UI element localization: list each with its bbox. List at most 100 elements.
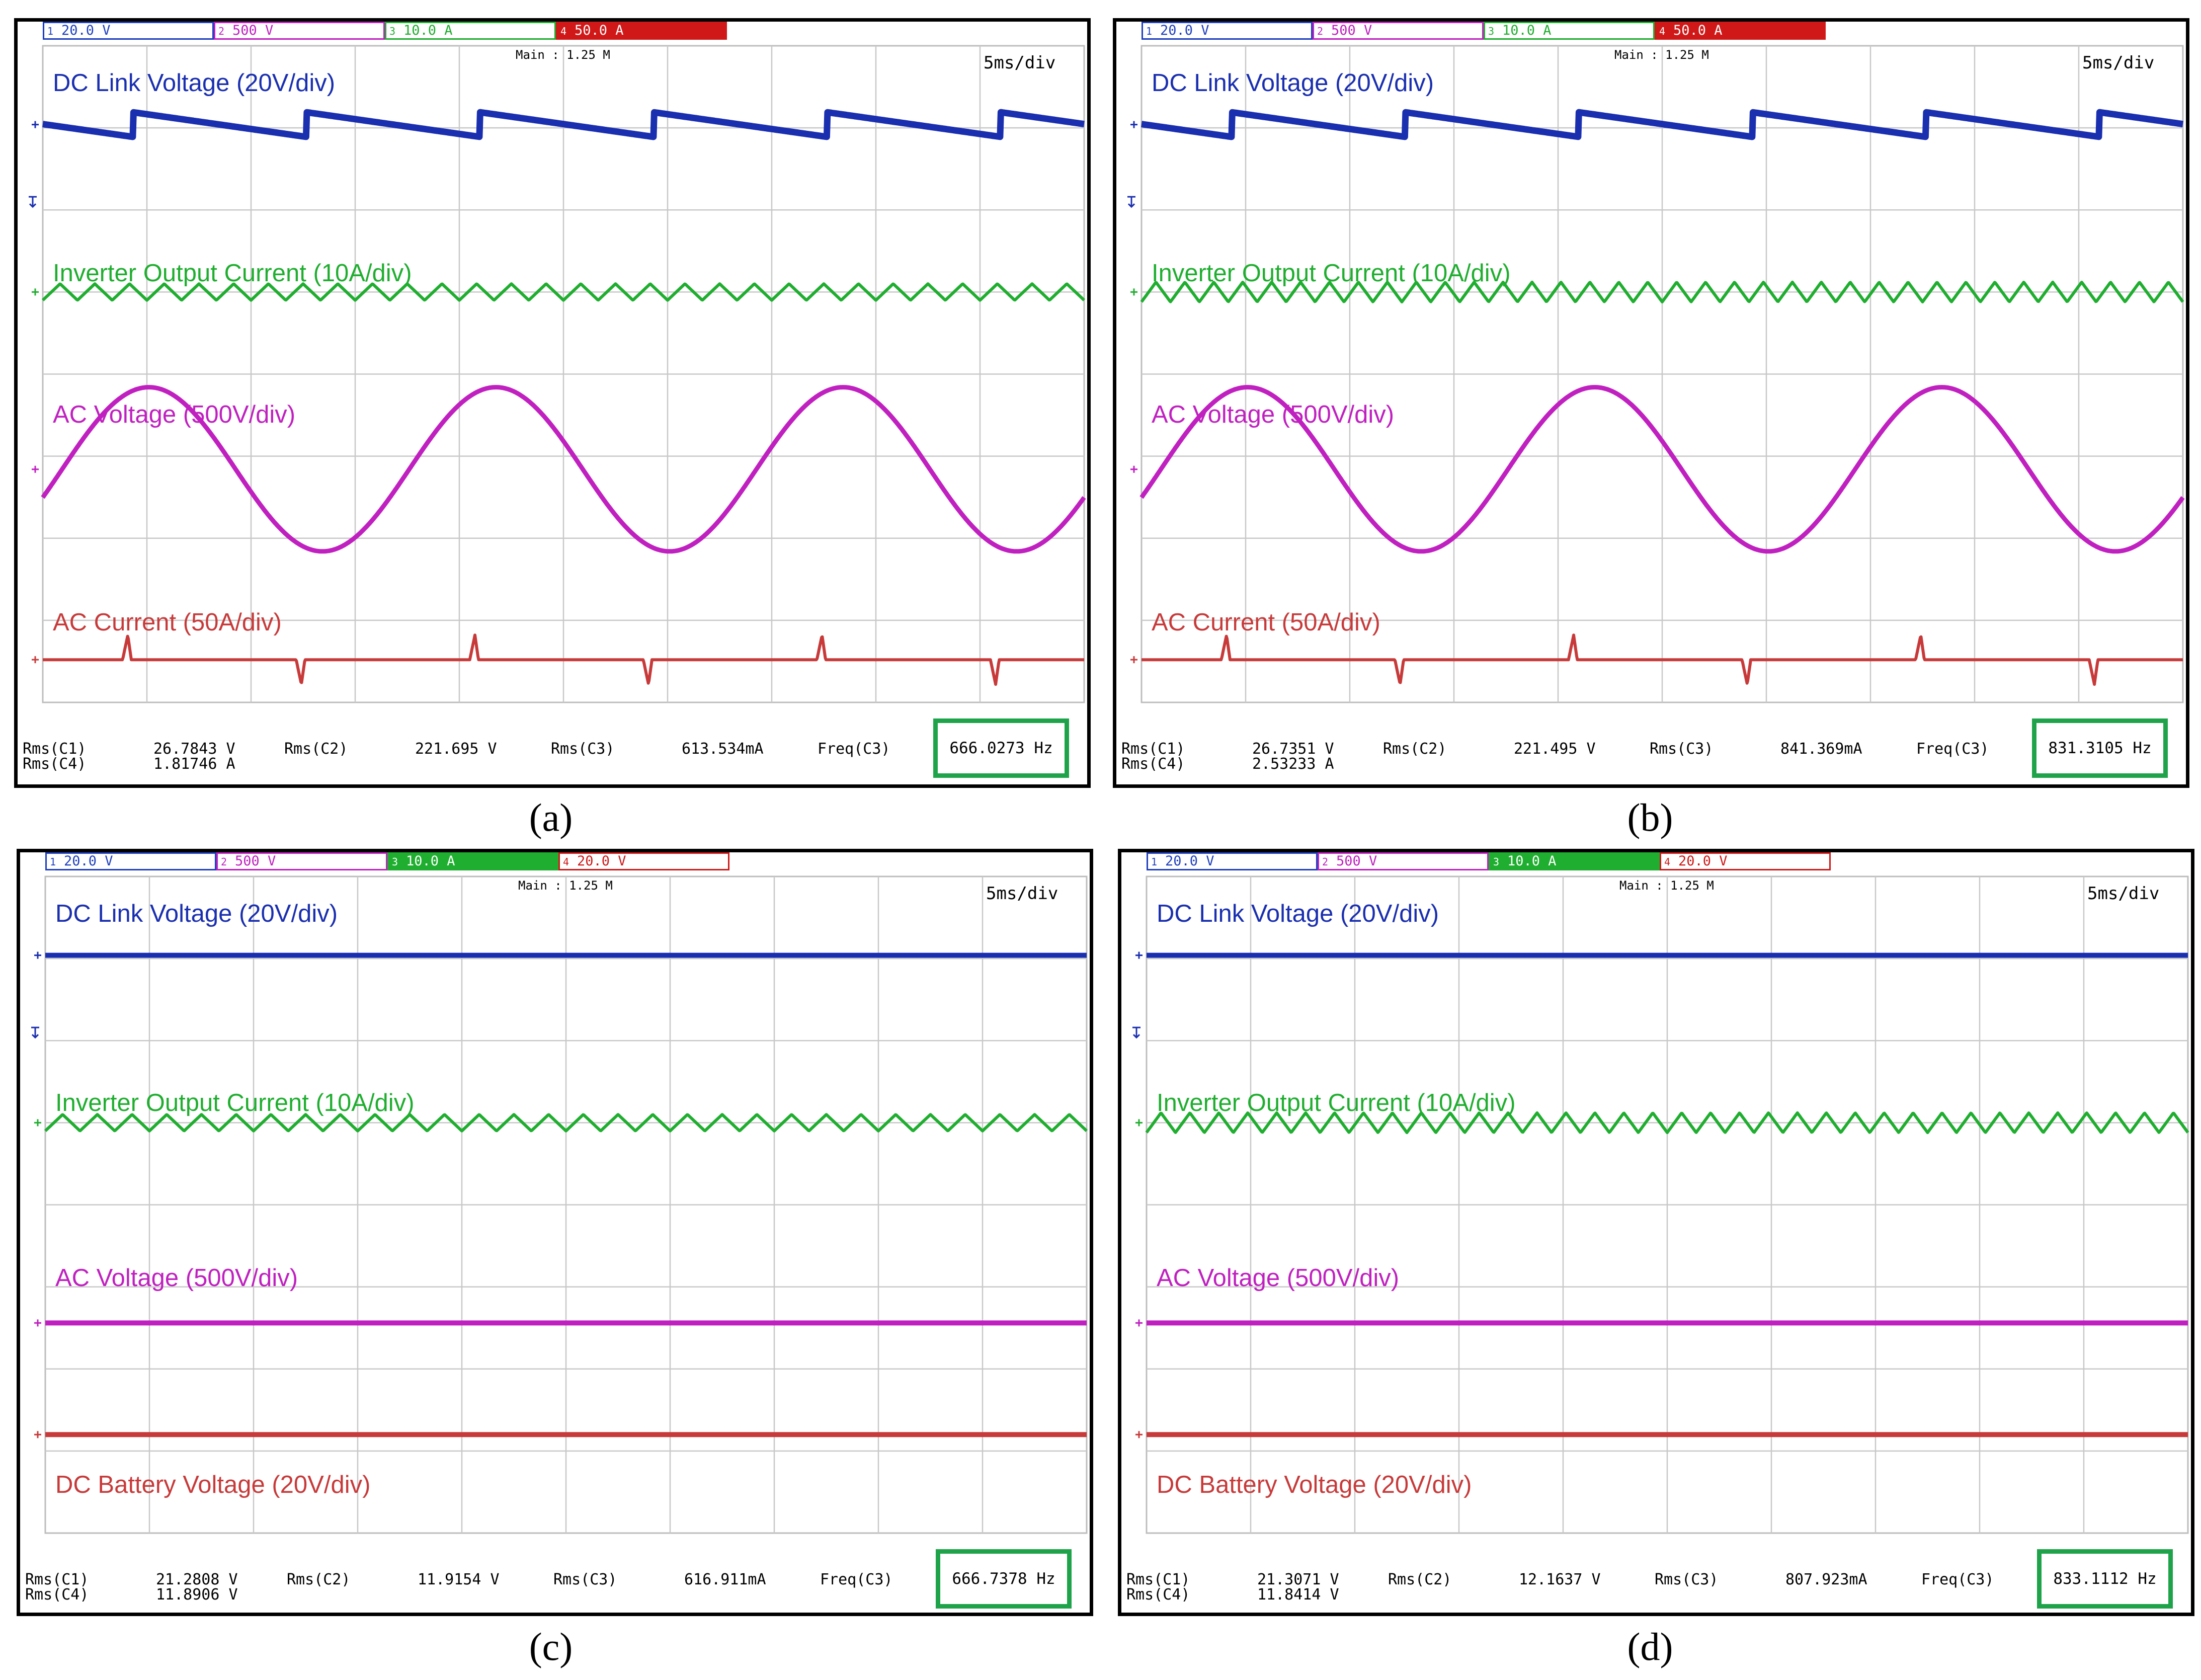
ground-marker-icon <box>32 121 39 128</box>
channel-3-badge: 3 10.0 A <box>387 852 558 870</box>
channel-number: 4 <box>560 25 567 37</box>
channel-number: 1 <box>1151 856 1158 868</box>
scope-panel-c: DC Link Voltage (20V/div) Inverter Output… <box>17 849 1093 1616</box>
trigger-marker-icon <box>31 1026 39 1039</box>
measurement-3: Rms(C2) <box>284 740 348 758</box>
ground-marker-icon <box>32 288 39 296</box>
channel-scale: 20.0 V <box>1165 853 1214 869</box>
channel-scale: 10.0 A <box>1507 853 1557 869</box>
timebase: 5ms/div <box>984 53 1056 73</box>
measurement-row2-1: Rms(C4) <box>25 1586 89 1604</box>
main-info: Main : 1.25 M <box>518 878 613 893</box>
trace-label-4: DC Battery Voltage (20V/div) <box>55 1471 371 1499</box>
channel-2-badge: 2 500 V <box>1313 22 1484 40</box>
grid <box>1140 45 2184 703</box>
ground-marker-icon <box>34 951 41 959</box>
measurement-6: 616.911mA <box>684 1571 766 1588</box>
ground-marker-icon <box>34 1431 41 1438</box>
trace-4 <box>42 633 1085 686</box>
measurement-5: Rms(C3) <box>551 740 615 758</box>
measurement-3: Rms(C2) <box>287 1571 351 1588</box>
trace-label-1: DC Link Voltage (20V/div) <box>55 900 338 927</box>
ground-marker-icon <box>1130 656 1137 664</box>
channel-scale: 50.0 A <box>1673 23 1723 38</box>
measurement-6: 613.534mA <box>682 740 764 758</box>
measurement-3: Rms(C2) <box>1388 1571 1452 1588</box>
measurement-1: Rms(C1) <box>1126 1571 1190 1588</box>
measurement-4: 221.695 V <box>415 740 497 758</box>
measurement-row2-1: Rms(C4) <box>1126 1586 1190 1604</box>
channel-4-badge: 4 20.0 V <box>558 852 729 870</box>
channel-number: 4 <box>1659 25 1666 37</box>
measurement-2: 26.7351 V <box>1252 740 1334 758</box>
channel-scale: 10.0 A <box>1502 23 1552 38</box>
trigger-marker-icon <box>1132 1026 1140 1039</box>
channel-scale: 500 V <box>1336 853 1377 869</box>
trace-2 <box>44 1113 1088 1133</box>
measurement-7: Freq(C3) <box>820 1571 893 1588</box>
measurement-2: 21.2808 V <box>156 1571 238 1588</box>
timebase: 5ms/div <box>986 884 1058 904</box>
channel-scale: 20.0 V <box>1160 23 1209 38</box>
measurement-7: Freq(C3) <box>818 740 890 758</box>
trace-label-2: Inverter Output Current (10A/div) <box>53 260 412 287</box>
channel-number: 1 <box>50 856 56 868</box>
measurement-6: 841.369mA <box>1780 740 1862 758</box>
panel-caption-d: (d) <box>1627 1625 1673 1668</box>
channel-4-badge: 4 50.0 A <box>1655 22 1826 40</box>
channel-scale: 50.0 A <box>575 23 624 38</box>
main-info: Main : 1.25 M <box>1614 48 1709 62</box>
channel-scale: 500 V <box>1331 23 1372 38</box>
measurement-6: 807.923mA <box>1785 1571 1867 1588</box>
trace-1 <box>1139 109 2185 140</box>
channel-number: 2 <box>218 25 225 37</box>
channel-scale: 10.0 A <box>403 23 453 38</box>
trace-label-4: AC Current (50A/div) <box>53 609 282 636</box>
trace-label-1: DC Link Voltage (20V/div) <box>1157 900 1439 927</box>
channel-scale: 20.0 V <box>61 23 111 38</box>
measurement-5: Rms(C3) <box>1655 1571 1719 1588</box>
measurement-2: 26.7843 V <box>153 740 235 758</box>
measurement-4: 11.9154 V <box>418 1571 500 1588</box>
measurement-row2-1: Rms(C4) <box>23 755 87 773</box>
trace-label-3: AC Voltage (500V/div) <box>55 1264 298 1292</box>
channel-number: 3 <box>389 25 396 37</box>
channel-scale: 20.0 V <box>64 853 113 869</box>
channel-2-badge: 2 500 V <box>214 22 385 40</box>
frequency-highlight: 666.0273 Hz <box>933 718 1069 778</box>
grid <box>44 875 1088 1534</box>
measurement-5: Rms(C3) <box>553 1571 617 1588</box>
trace-4 <box>1140 633 2184 686</box>
measurement-row2-1: Rms(C4) <box>1121 755 1185 773</box>
frequency-highlight: 666.7378 Hz <box>936 1549 1072 1609</box>
measurement-1: Rms(C1) <box>23 740 87 758</box>
measurement-5: Rms(C3) <box>1650 740 1714 758</box>
channel-number: 3 <box>392 856 398 868</box>
channel-3-badge: 3 10.0 A <box>1484 22 1655 40</box>
scope-panel-d: DC Link Voltage (20V/div) Inverter Output… <box>1118 849 2194 1616</box>
channel-number: 4 <box>1664 856 1671 868</box>
channel-3-badge: 3 10.0 A <box>385 22 556 40</box>
measurement-7: Freq(C3) <box>1921 1571 1994 1588</box>
channel-number: 2 <box>1317 25 1324 37</box>
channel-number: 3 <box>1488 25 1495 37</box>
ground-marker-icon <box>1135 951 1143 959</box>
measurement-1: Rms(C1) <box>1121 740 1185 758</box>
trace-2 <box>1140 280 2184 303</box>
trace-2 <box>41 282 1086 302</box>
trigger-marker-icon <box>29 196 37 208</box>
channel-number: 1 <box>47 25 54 37</box>
panel-caption-a: (a) <box>529 795 573 839</box>
measurement-2: 21.3071 V <box>1257 1571 1339 1588</box>
measurement-3: Rms(C2) <box>1383 740 1447 758</box>
channel-1-badge: 1 20.0 V <box>1142 22 1313 40</box>
ground-marker-icon <box>34 1319 41 1327</box>
trace-label-2: Inverter Output Current (10A/div) <box>55 1089 415 1116</box>
grid <box>42 45 1085 703</box>
measurement-7: Freq(C3) <box>1916 740 1989 758</box>
measurement-row2-2: 2.53233 A <box>1252 755 1334 773</box>
channel-scale: 20.0 V <box>577 853 626 869</box>
scope-screen-b <box>1127 45 2185 703</box>
panel-caption-c: (c) <box>529 1625 573 1668</box>
measurement-4: 12.1637 V <box>1519 1571 1601 1588</box>
